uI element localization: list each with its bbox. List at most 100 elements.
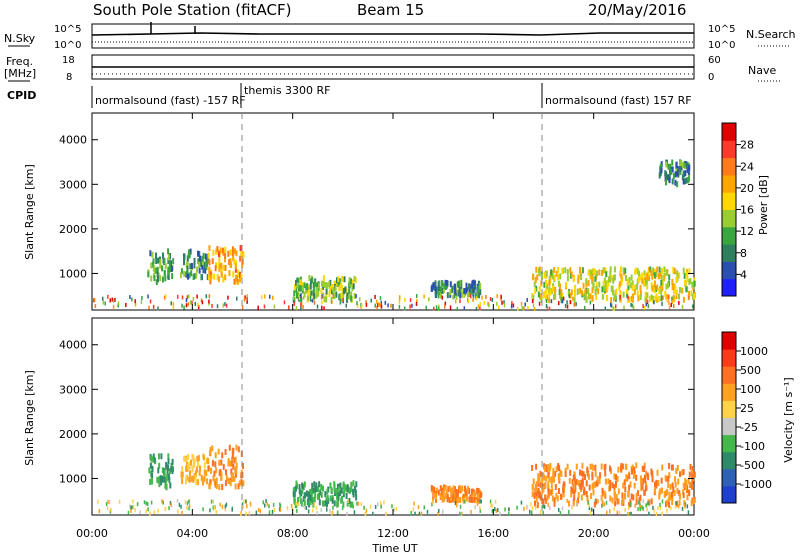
velocity-y-tick-label-1: 2000 [59, 428, 87, 441]
power-colorbar-tick-4: 20 [740, 182, 754, 195]
power-colorbar-swatch-1 [722, 261, 736, 280]
power-echo-region-1 [179, 248, 210, 281]
cpid-segment-1: normalsound (fast) -157 RF [95, 94, 246, 107]
velocity-colorbar: 1000 500 100 25 -25 -100 -500 -1000 [721, 331, 772, 504]
power-y-axis-label: Slant Range [km] [23, 164, 36, 260]
frequency-panel: Freq. [MHz] 18 8 60 0 Nave [4, 54, 782, 83]
power-colorbar-tick-6: 28 [740, 139, 754, 152]
power-echo-region-0 [147, 248, 175, 286]
power-colorbar-swatch-4 [722, 209, 736, 228]
velocity-colorbar-tick-7: -1000 [740, 478, 772, 491]
velocity-panel: 1000 2000 3000 4000 Slant Range [km] [23, 317, 696, 517]
power-y-tick-label-2: 3000 [59, 178, 87, 191]
velocity-y-tick-label-0: 1000 [59, 472, 87, 485]
power-echoes [93, 159, 696, 312]
power-colorbar-tick-2: 12 [740, 225, 754, 238]
power-colorbar-tick-3: 16 [740, 204, 754, 217]
x-tick-label-3: 12:00 [377, 527, 409, 540]
power-near-range-speckle [93, 293, 694, 312]
power-colorbar-label: Power [dB] [757, 175, 770, 235]
velocity-echo-region-4 [430, 484, 483, 504]
velocity-colorbar-swatch-7 [722, 366, 736, 384]
beam-title: Beam 15 [357, 1, 424, 19]
velocity-echo-region-2 [207, 444, 245, 491]
freq-right-tick-bottom: 0 [708, 72, 714, 83]
noise-sky-trace [91, 32, 694, 36]
power-colorbar-swatch-0 [722, 278, 736, 297]
x-tick-label-4: 16:00 [477, 527, 509, 540]
power-y-tick-label-0: 1000 [59, 267, 87, 280]
velocity-colorbar-swatch-2 [722, 451, 736, 470]
freq-left-tick-bottom: 8 [66, 72, 72, 83]
velocity-echo-region-0 [148, 453, 174, 491]
freq-label-line1: Freq. [6, 55, 33, 68]
power-panel: 1000 2000 3000 4000 Slant Range [km] [23, 112, 696, 312]
velocity-colorbar-tick-3: 25 [740, 402, 754, 415]
freq-label-line2: [MHz] [4, 67, 36, 80]
date-title: 20/May/2016 [588, 1, 686, 19]
noise-panel: N.Sky 10^5 10^0 10^5 10^0 N.Search [4, 22, 796, 51]
x-tick-label-5: 20:00 [578, 527, 610, 540]
noise-left-tick-bottom: 10^0 [54, 40, 81, 51]
velocity-colorbar-tick-1: 500 [740, 364, 761, 377]
velocity-echo-region-5 [531, 462, 696, 509]
velocity-y-ticks: 1000 2000 3000 4000 [59, 339, 694, 485]
power-colorbar-swatch-8 [722, 140, 736, 159]
velocity-colorbar-tick-6: -500 [740, 459, 765, 472]
station-title: South Pole Station (fitACF) [93, 1, 291, 19]
x-tick-label-2: 08:00 [277, 527, 309, 540]
cpid-segment-2: themis 3300 RF [244, 84, 331, 97]
velocity-colorbar-tick-0: 1000 [740, 345, 768, 358]
power-colorbar-swatch-7 [722, 157, 736, 176]
power-colorbar-swatch-5 [722, 192, 736, 210]
cpid-panel: CPID normalsound (fast) -157 RF themis 3… [7, 83, 692, 108]
noise-right-tick-top: 10^5 [708, 24, 735, 35]
x-axis-label: Time UT [371, 542, 417, 554]
velocity-colorbar-swatch-6 [722, 383, 736, 401]
x-axis: 00:00 04:00 08:00 12:00 16:00 20:00 00:00 [76, 113, 710, 540]
velocity-colorbar-swatch-0 [722, 485, 736, 504]
velocity-y-tick-label-3: 4000 [59, 339, 87, 352]
power-colorbar: 4 8 12 16 20 24 28 [721, 122, 754, 297]
x-tick-label-0: 00:00 [76, 527, 108, 540]
power-colorbar-tick-5: 24 [740, 160, 754, 173]
power-echo-region-2 [207, 245, 245, 285]
velocity-near-range-speckle [97, 498, 690, 517]
freq-right-tick-top: 60 [708, 55, 721, 66]
noise-right-tick-bottom: 10^0 [708, 40, 735, 51]
power-y-tick-label-3: 4000 [59, 134, 87, 147]
x-tick-label-6: 00:00 [678, 527, 710, 540]
cpid-label: CPID [7, 89, 36, 102]
velocity-colorbar-swatch-4 [722, 417, 736, 436]
cpid-segment-3: normalsound (fast) 157 RF [545, 94, 692, 107]
velocity-colorbar-label: Velocity [m s⁻¹] [782, 377, 795, 462]
power-colorbar-swatch-6 [722, 174, 736, 193]
velocity-echoes [97, 444, 696, 517]
velocity-y-tick-label-2: 3000 [59, 383, 87, 396]
noise-sky-label: N.Sky [4, 32, 36, 45]
nave-label: Nave [748, 64, 776, 77]
noise-search-label: N.Search [746, 28, 796, 41]
power-echo-region-6 [658, 159, 691, 188]
power-colorbar-tick-1: 8 [740, 247, 747, 260]
velocity-colorbar-swatch-8 [722, 349, 736, 367]
power-colorbar-swatch-2 [722, 244, 736, 262]
freq-left-tick-top: 18 [62, 55, 75, 66]
power-echo-region-5 [531, 266, 696, 304]
power-colorbar-swatch-9 [722, 123, 736, 141]
power-y-tick-label-1: 2000 [59, 223, 87, 236]
x-tick-label-1: 04:00 [176, 527, 208, 540]
velocity-echo-region-1 [180, 453, 210, 486]
noise-left-tick-top: 10^5 [54, 24, 81, 35]
power-echo-region-3 [292, 275, 357, 304]
power-colorbar-tick-0: 4 [740, 268, 747, 281]
velocity-colorbar-swatch-3 [722, 434, 736, 453]
velocity-y-axis-label: Slant Range [km] [23, 370, 36, 466]
velocity-colorbar-swatch-1 [722, 468, 736, 487]
velocity-colorbar-tick-2: 100 [740, 383, 761, 396]
velocity-colorbar-swatch-9 [722, 332, 736, 350]
velocity-colorbar-tick-4: -25 [740, 421, 758, 434]
power-echo-region-4 [430, 279, 482, 299]
velocity-colorbar-tick-5: -100 [740, 440, 765, 453]
